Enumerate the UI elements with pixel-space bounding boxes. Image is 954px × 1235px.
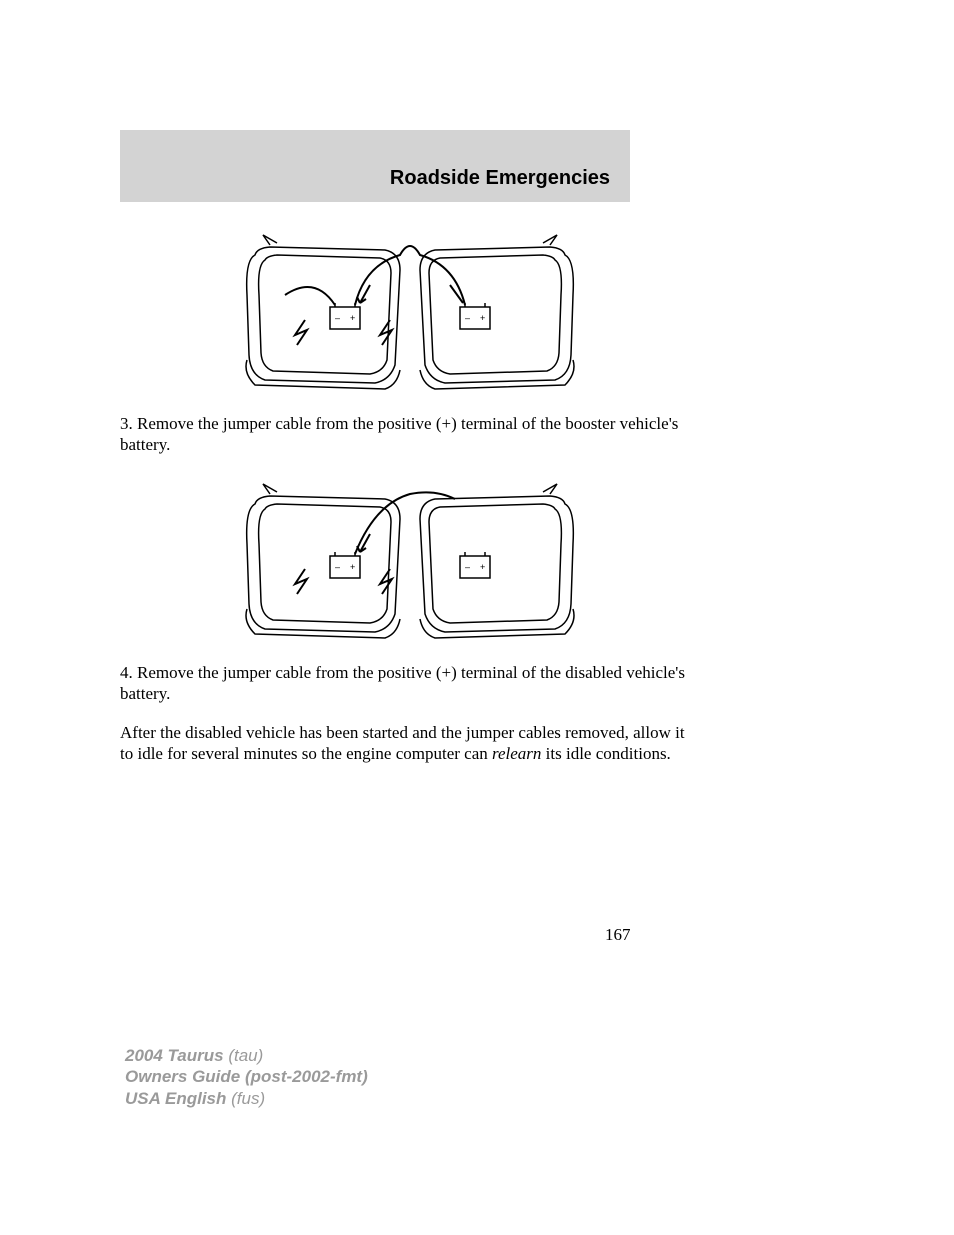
battery-minus-label: – [465,562,470,572]
battery-plus-label: + [480,313,485,323]
footer-line-1: 2004 Taurus (tau) [125,1045,368,1066]
step-4-text: 4. Remove the jumper cable from the posi… [120,662,700,705]
diagram-1-wrap: – + – + [120,225,700,395]
battery-plus-label: + [350,313,355,323]
footer-guide: Owners Guide (post-2002-fmt) [125,1067,368,1086]
after-text-italic: relearn [492,744,541,763]
footer-lang-code: (fus) [231,1089,265,1108]
footer-lang: USA English [125,1089,231,1108]
section-header-title: Roadside Emergencies [390,167,610,190]
jumper-cable-diagram-2: – + – + [235,474,585,644]
page-number: 167 [605,925,631,945]
after-start-text: After the disabled vehicle has been star… [120,722,700,765]
battery-minus-label: – [335,562,340,572]
battery-minus-label: – [335,313,340,323]
jumper-cable-diagram-1: – + – + [235,225,585,395]
footer-model-code: (tau) [228,1046,263,1065]
battery-plus-label: + [480,562,485,572]
diagram-2-wrap: – + – + [120,474,700,644]
page-content: – + – + 3. Remove the jumper cable from … [120,225,700,783]
footer-block: 2004 Taurus (tau) Owners Guide (post-200… [125,1045,368,1109]
footer-model: 2004 Taurus [125,1046,228,1065]
after-text-post: its idle conditions. [541,744,670,763]
battery-minus-label: – [465,313,470,323]
footer-line-2: Owners Guide (post-2002-fmt) [125,1066,368,1087]
section-header-band: Roadside Emergencies [120,130,630,202]
step-3-text: 3. Remove the jumper cable from the posi… [120,413,700,456]
battery-plus-label: + [350,562,355,572]
footer-line-3: USA English (fus) [125,1088,368,1109]
